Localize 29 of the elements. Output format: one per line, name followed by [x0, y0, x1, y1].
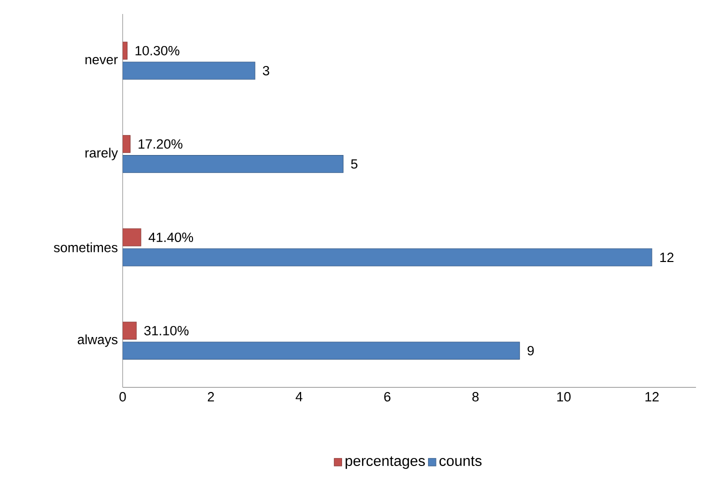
- data-label: 9: [528, 346, 534, 356]
- x-tick-label: 0: [119, 392, 126, 402]
- data-label: 17.20%: [138, 139, 182, 149]
- x-tick-label: 8: [472, 392, 479, 402]
- data-label: 31.10%: [144, 326, 189, 336]
- y-tick-label: never: [85, 57, 118, 64]
- y-tick-label: always: [78, 334, 118, 347]
- bar: [122, 42, 128, 60]
- x-tick-label: 10: [557, 392, 571, 402]
- data-label: 3: [262, 66, 270, 76]
- bar: [122, 322, 137, 340]
- x-tick-label: 12: [646, 392, 659, 402]
- bar: [122, 135, 131, 153]
- data-label: 10.30%: [136, 46, 180, 56]
- bar: [122, 62, 256, 80]
- data-label: 5: [351, 159, 358, 169]
- y-tick-label: sometimes: [54, 242, 118, 252]
- x-tick-label: 4: [296, 392, 302, 402]
- y-tick-label: rarely: [86, 148, 118, 160]
- legend-label: percentages: [346, 456, 425, 469]
- legend-label: counts: [440, 456, 482, 466]
- bar: [122, 155, 344, 173]
- bar: [122, 342, 520, 360]
- bar: [122, 228, 142, 246]
- data-label: 12: [660, 252, 674, 262]
- data-label: 41.40%: [148, 232, 194, 242]
- x-tick-label: 6: [384, 392, 390, 402]
- bar: [122, 248, 652, 266]
- x-tick-label: 2: [208, 392, 214, 402]
